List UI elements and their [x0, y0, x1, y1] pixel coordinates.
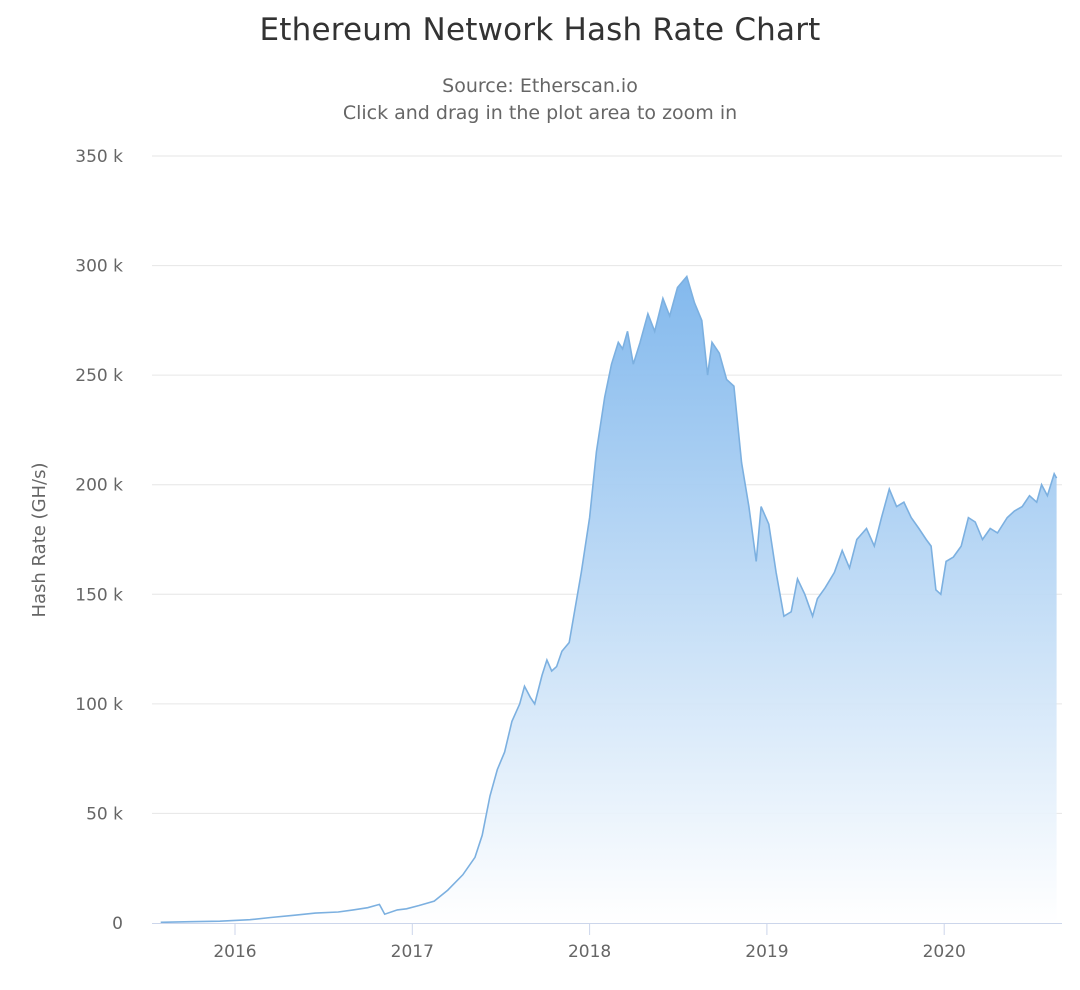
x-tick-label: 2019 — [745, 942, 788, 962]
y-tick-label: 250 k — [75, 366, 123, 386]
y-tick-label: 200 k — [75, 476, 123, 496]
chart-subtitle-source: Source: Etherscan.io — [442, 75, 638, 97]
y-tick-label: 100 k — [75, 695, 123, 715]
x-tick-label: 2020 — [923, 942, 966, 962]
chart-subtitle-hint: Click and drag in the plot area to zoom … — [342, 102, 738, 124]
x-tick-label: 2016 — [213, 942, 256, 962]
x-tick-label: 2018 — [568, 942, 611, 962]
y-axis-title: Hash Rate (GH/s) — [29, 462, 50, 617]
x-tick-label: 2017 — [391, 942, 434, 962]
chart-title: Ethereum Network Hash Rate Chart — [259, 12, 821, 48]
y-tick-label: 50 k — [86, 804, 123, 824]
x-axis-ticks: 2016 2017 2018 2019 2020 — [213, 923, 966, 962]
plot-area[interactable] — [160, 274, 1058, 924]
y-tick-label: 300 k — [75, 257, 123, 277]
series-line — [160, 274, 1058, 924]
y-axis-labels: 0 50 k 100 k 150 k 200 k 250 k 300 k 350 k — [75, 147, 123, 934]
y-tick-label: 0 — [112, 914, 123, 934]
area-fill — [160, 276, 1057, 923]
y-tick-label: 350 k — [75, 147, 123, 167]
y-tick-label: 150 k — [75, 585, 123, 605]
